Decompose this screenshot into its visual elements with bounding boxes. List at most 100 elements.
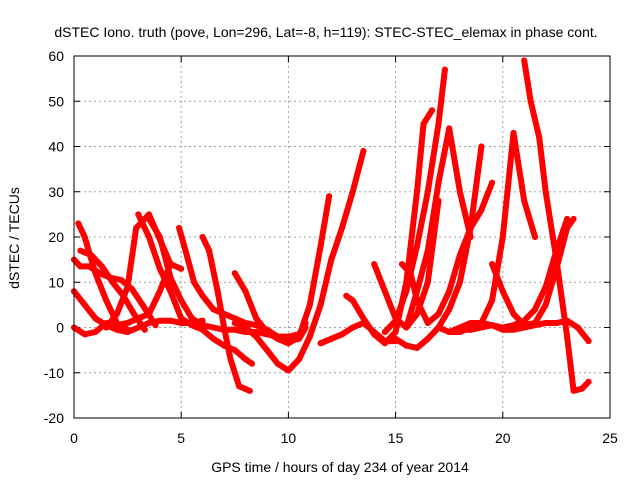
data-point (381, 329, 388, 335)
data-point (446, 306, 453, 313)
data-point (113, 326, 120, 333)
data-point (227, 356, 234, 363)
data-point (178, 315, 185, 322)
data-point (296, 356, 303, 363)
data-point (81, 301, 88, 308)
y-tick-label: 60 (48, 48, 64, 64)
data-point (135, 211, 142, 218)
data-point (553, 265, 560, 272)
data-point (521, 322, 528, 329)
data-point (191, 279, 198, 286)
data-point (446, 125, 453, 132)
data-point (570, 215, 577, 222)
data-point (349, 324, 356, 331)
data-point (467, 326, 474, 333)
x-axis-label: GPS time / hours of day 234 of year 2014 (211, 459, 469, 475)
series-arc16 (381, 66, 448, 335)
data-point (585, 338, 592, 345)
data-point (141, 326, 148, 333)
series-group (71, 57, 592, 394)
data-point (349, 297, 356, 304)
data-point (579, 385, 586, 392)
data-point (435, 310, 442, 317)
series-arc19 (403, 125, 474, 331)
data-point (392, 317, 399, 324)
data-point (424, 188, 431, 195)
data-point (542, 283, 549, 290)
data-point (231, 320, 238, 326)
data-point (242, 324, 249, 331)
data-point (199, 234, 206, 240)
data-point (133, 224, 140, 231)
data-point (146, 234, 152, 240)
data-point (81, 331, 88, 338)
data-point (424, 320, 431, 326)
data-point (178, 265, 185, 272)
data-point (532, 234, 538, 240)
y-axis-label: dSTEC / TECUs (6, 187, 22, 289)
data-point (499, 288, 506, 295)
data-point (103, 324, 110, 331)
data-point (371, 261, 378, 268)
data-point (249, 360, 255, 367)
data-point (317, 243, 324, 250)
data-point (542, 188, 549, 195)
data-point (146, 211, 152, 218)
data-point (214, 288, 221, 295)
plot-frame (73, 55, 611, 419)
data-point (92, 270, 99, 277)
data-point (478, 206, 485, 213)
data-point (231, 270, 238, 277)
data-point (435, 179, 442, 186)
data-point (236, 383, 243, 390)
x-tick-label: 0 (70, 430, 78, 446)
y-tick-label: 50 (48, 93, 64, 109)
data-point (326, 193, 333, 200)
data-point (478, 143, 485, 150)
y-tick-label: 30 (48, 184, 64, 200)
data-point (92, 329, 99, 335)
data-point (456, 279, 463, 286)
data-point (188, 315, 195, 322)
data-point (489, 297, 496, 304)
data-point (81, 234, 88, 240)
data-point (109, 279, 116, 286)
data-point (435, 120, 442, 127)
data-point (306, 301, 313, 308)
series-line (343, 107, 435, 347)
data-point (532, 306, 538, 313)
data-point (403, 324, 410, 331)
data-point (167, 288, 174, 295)
data-point (570, 387, 577, 394)
series-line (399, 179, 496, 326)
data-point (264, 329, 270, 335)
data-point (242, 356, 249, 363)
x-tick-label: 5 (177, 430, 185, 446)
series-arc14 (343, 107, 435, 347)
data-point (75, 220, 82, 227)
data-point (274, 335, 281, 342)
data-point (118, 277, 125, 283)
data-point (349, 188, 356, 195)
series-arc10 (199, 234, 253, 394)
data-point (456, 326, 463, 333)
data-point (564, 215, 571, 222)
data-point (328, 256, 335, 263)
data-point (420, 120, 427, 127)
series-line (403, 125, 474, 331)
data-point (124, 283, 131, 290)
data-point (156, 317, 163, 324)
data-point (435, 324, 442, 331)
data-point (343, 292, 350, 299)
data-point (478, 324, 485, 331)
data-point (231, 347, 238, 354)
data-point (585, 378, 592, 385)
data-point (414, 243, 420, 250)
data-point (424, 279, 431, 286)
data-point (77, 247, 84, 254)
series-arc7 (135, 211, 255, 367)
data-point (182, 247, 189, 254)
data-point (536, 134, 543, 141)
data-point (124, 326, 131, 333)
data-point (274, 360, 281, 367)
